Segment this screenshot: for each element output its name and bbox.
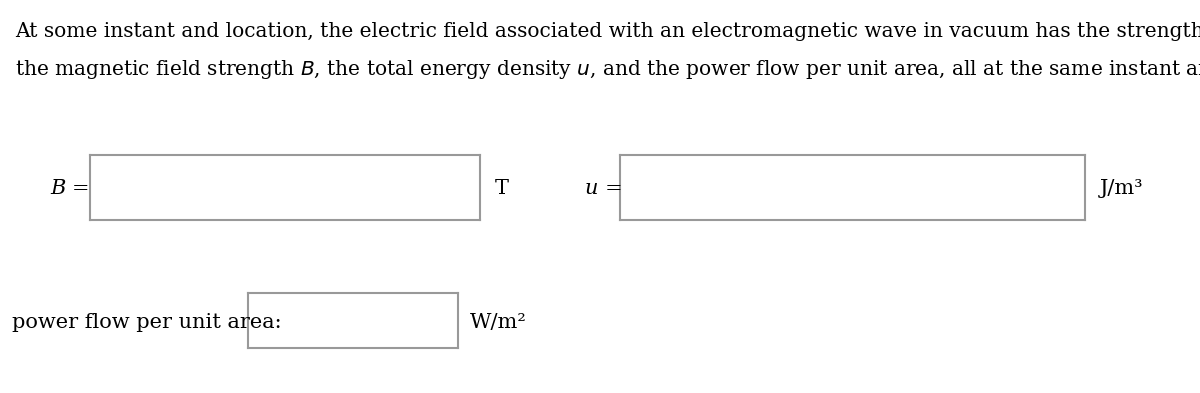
Text: T: T [496, 178, 509, 198]
Text: u =: u = [586, 178, 623, 198]
Text: J/m³: J/m³ [1100, 178, 1144, 198]
Text: B =: B = [50, 178, 90, 198]
Text: W/m²: W/m² [470, 312, 527, 332]
Text: the magnetic field strength $\it{B}$, the total energy density $\it{u}$, and the: the magnetic field strength $\it{B}$, th… [14, 58, 1200, 81]
Text: At some instant and location, the electric field associated with an electromagne: At some instant and location, the electr… [14, 22, 1200, 41]
Text: power flow per unit area:: power flow per unit area: [12, 312, 282, 332]
